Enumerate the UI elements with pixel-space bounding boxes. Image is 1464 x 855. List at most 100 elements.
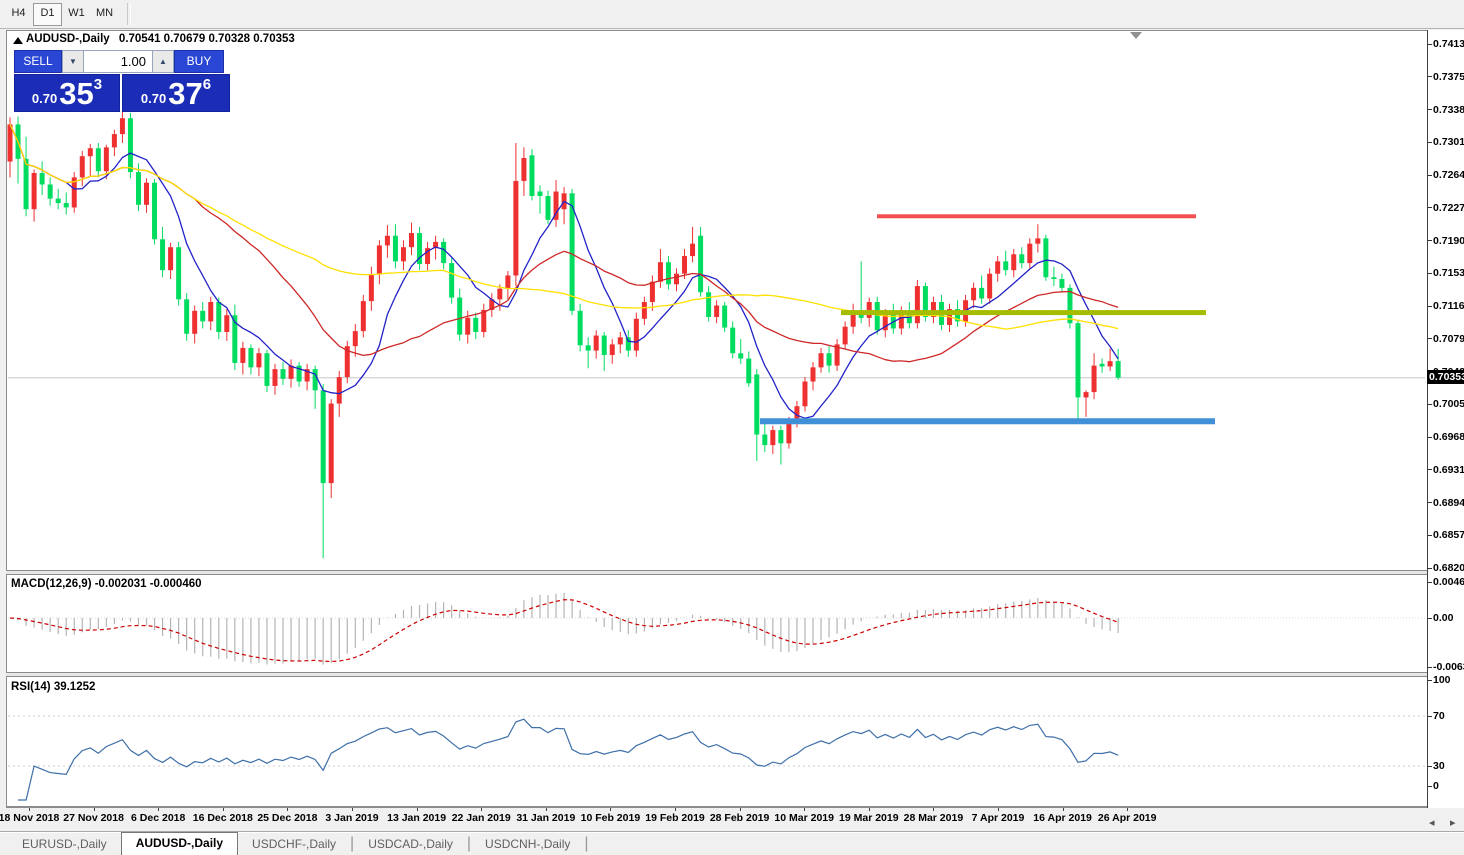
volume-decrease-button[interactable]: ▼: [62, 50, 84, 73]
chart-bottom-border: [6, 806, 1427, 808]
price-scale[interactable]: [1427, 30, 1464, 808]
date-axis-label: 27 Nov 2018: [63, 812, 124, 824]
timeframe-buttons: H4 D1 W1 MN: [5, 2, 119, 26]
timeframe-button-mn[interactable]: MN: [95, 6, 114, 19]
date-axis-tick: [804, 808, 806, 811]
date-axis-label: 16 Apr 2019: [1033, 812, 1092, 824]
volume-input[interactable]: 1.00: [84, 50, 152, 73]
date-axis-label: 6 Dec 2018: [131, 812, 186, 824]
timeframe-button-h4[interactable]: H4: [11, 6, 26, 19]
date-axis-label: 28 Feb 2019: [709, 812, 770, 824]
rsi-scale-label: 70: [1433, 710, 1445, 722]
rsi-scale-label: 0: [1433, 780, 1439, 792]
date-axis-tick: [222, 808, 224, 811]
macd-scale-label: 0.004694: [1433, 576, 1464, 588]
buy-price-prefix: 0.70: [140, 91, 167, 106]
timeframe-toolbar: H4 D1 W1 MN: [0, 0, 1464, 29]
date-axis-label: 19 Feb 2019: [645, 812, 705, 824]
date-axis-label: 19 Mar 2019: [839, 812, 899, 824]
buy-button[interactable]: BUY: [174, 50, 224, 73]
price-scale-tick: [1427, 502, 1432, 503]
sell-button[interactable]: SELL: [14, 50, 62, 73]
price-scale-tick: [1427, 207, 1432, 209]
chart-tab-eurusd[interactable]: EURUSD-,Daily: [22, 837, 107, 851]
date-axis-label: 10 Mar 2019: [774, 812, 834, 824]
rsi-scale-label: 100: [1433, 674, 1451, 686]
tab-divider: |: [350, 835, 355, 852]
macd-scale-tick: [1427, 667, 1432, 668]
rsi-scale-tick: [1427, 766, 1432, 767]
one-click-trading-panel: SELL ▼ 1.00 ▲ BUY 0.70 35 3 0.70 37 6: [14, 50, 230, 112]
date-axis-label: 28 Mar 2019: [903, 812, 964, 824]
panel-splitter[interactable]: [6, 672, 1427, 677]
tab-divider: |: [466, 835, 472, 852]
tabs-scroll-right-icon[interactable]: ▸: [1450, 817, 1456, 829]
date-axis-label: 31 Jan 2019: [516, 812, 576, 824]
price-scale-tick: [1427, 469, 1432, 471]
buy-price-big-digits: 37: [168, 76, 203, 111]
chart-tab-usdcnh[interactable]: USDCNH-,Daily: [485, 837, 571, 851]
date-axis-tick: [1127, 808, 1129, 811]
date-axis-label: 10 Feb 2019: [580, 812, 641, 824]
chart-tab-usdcad[interactable]: USDCAD-,Daily: [368, 837, 453, 851]
timeframe-button-w1[interactable]: W1: [68, 6, 85, 19]
price-scale-tick: [1427, 272, 1432, 274]
date-axis-tick: [352, 808, 353, 811]
date-axis-label: 22 Jan 2019: [451, 812, 511, 824]
spin-down-icon: ▼: [69, 57, 77, 66]
price-scale-tick: [1427, 240, 1432, 241]
sell-price-display[interactable]: 0.70 35 3: [14, 74, 120, 112]
date-axis-tick: [998, 808, 999, 811]
rsi-indicator-label: RSI(14) 39.1252: [11, 681, 96, 693]
chart-ohlc-values: 0.70541 0.70679 0.70328 0.70353: [118, 33, 295, 45]
date-axis-label: 13 Jan 2019: [387, 812, 447, 824]
sell-price-pipette: 3: [93, 76, 103, 93]
rsi-panel[interactable]: [6, 677, 1427, 806]
chart-tab-audusd[interactable]: AUDUSD-,Daily: [120, 832, 239, 855]
bid-price-tag: 0.70353: [1427, 370, 1464, 384]
buy-price-display[interactable]: 0.70 37 6: [122, 74, 230, 112]
timeframe-button-d1[interactable]: D1: [33, 2, 62, 26]
oct-collapse-icon[interactable]: [13, 37, 23, 44]
rsi-scale-tick: [1427, 680, 1432, 681]
rsi-scale-tick: [1427, 716, 1432, 717]
price-scale-tick: [1427, 174, 1432, 176]
macd-scale-label: 0.00: [1433, 612, 1454, 624]
tabs-scroll-left-icon[interactable]: ◂: [1429, 817, 1435, 829]
price-scale-tick: [1427, 76, 1432, 78]
tab-divider: |: [584, 835, 589, 852]
date-axis-label: 7 Apr 2019: [971, 812, 1025, 824]
chart-tab-bar: EURUSD-,Daily AUDUSD-,Daily USDCHF-,Daily |…: [0, 832, 1464, 855]
date-axis-tick: [675, 808, 676, 811]
date-axis-label: 3 Jan 2019: [325, 812, 379, 824]
date-axis-tick: [287, 808, 289, 811]
macd-scale-tick: [1427, 582, 1432, 583]
price-scale-tick: [1427, 436, 1432, 438]
price-scale-tick: [1427, 109, 1432, 110]
date-axis-label: 16 Dec 2018: [192, 812, 253, 824]
chart-symbol-label: AUDUSD-,Daily: [26, 33, 110, 45]
macd-panel[interactable]: [6, 575, 1427, 672]
macd-scale-label: -0.00639: [1433, 661, 1464, 673]
price-scale-tick: [1427, 141, 1432, 143]
panel-splitter[interactable]: [6, 570, 1427, 575]
price-scale-tick: [1427, 43, 1432, 45]
volume-increase-button[interactable]: ▲: [152, 50, 174, 73]
price-scale-tick: [1427, 534, 1432, 536]
sell-price-big-digits: 35: [59, 76, 94, 111]
date-axis-tick: [739, 808, 741, 811]
price-scale-tick: [1427, 567, 1432, 569]
price-scale-tick: [1427, 305, 1432, 307]
rsi-scale-tick: [1427, 786, 1432, 787]
chart-tab-usdchf[interactable]: USDCHF-,Daily: [252, 837, 337, 851]
